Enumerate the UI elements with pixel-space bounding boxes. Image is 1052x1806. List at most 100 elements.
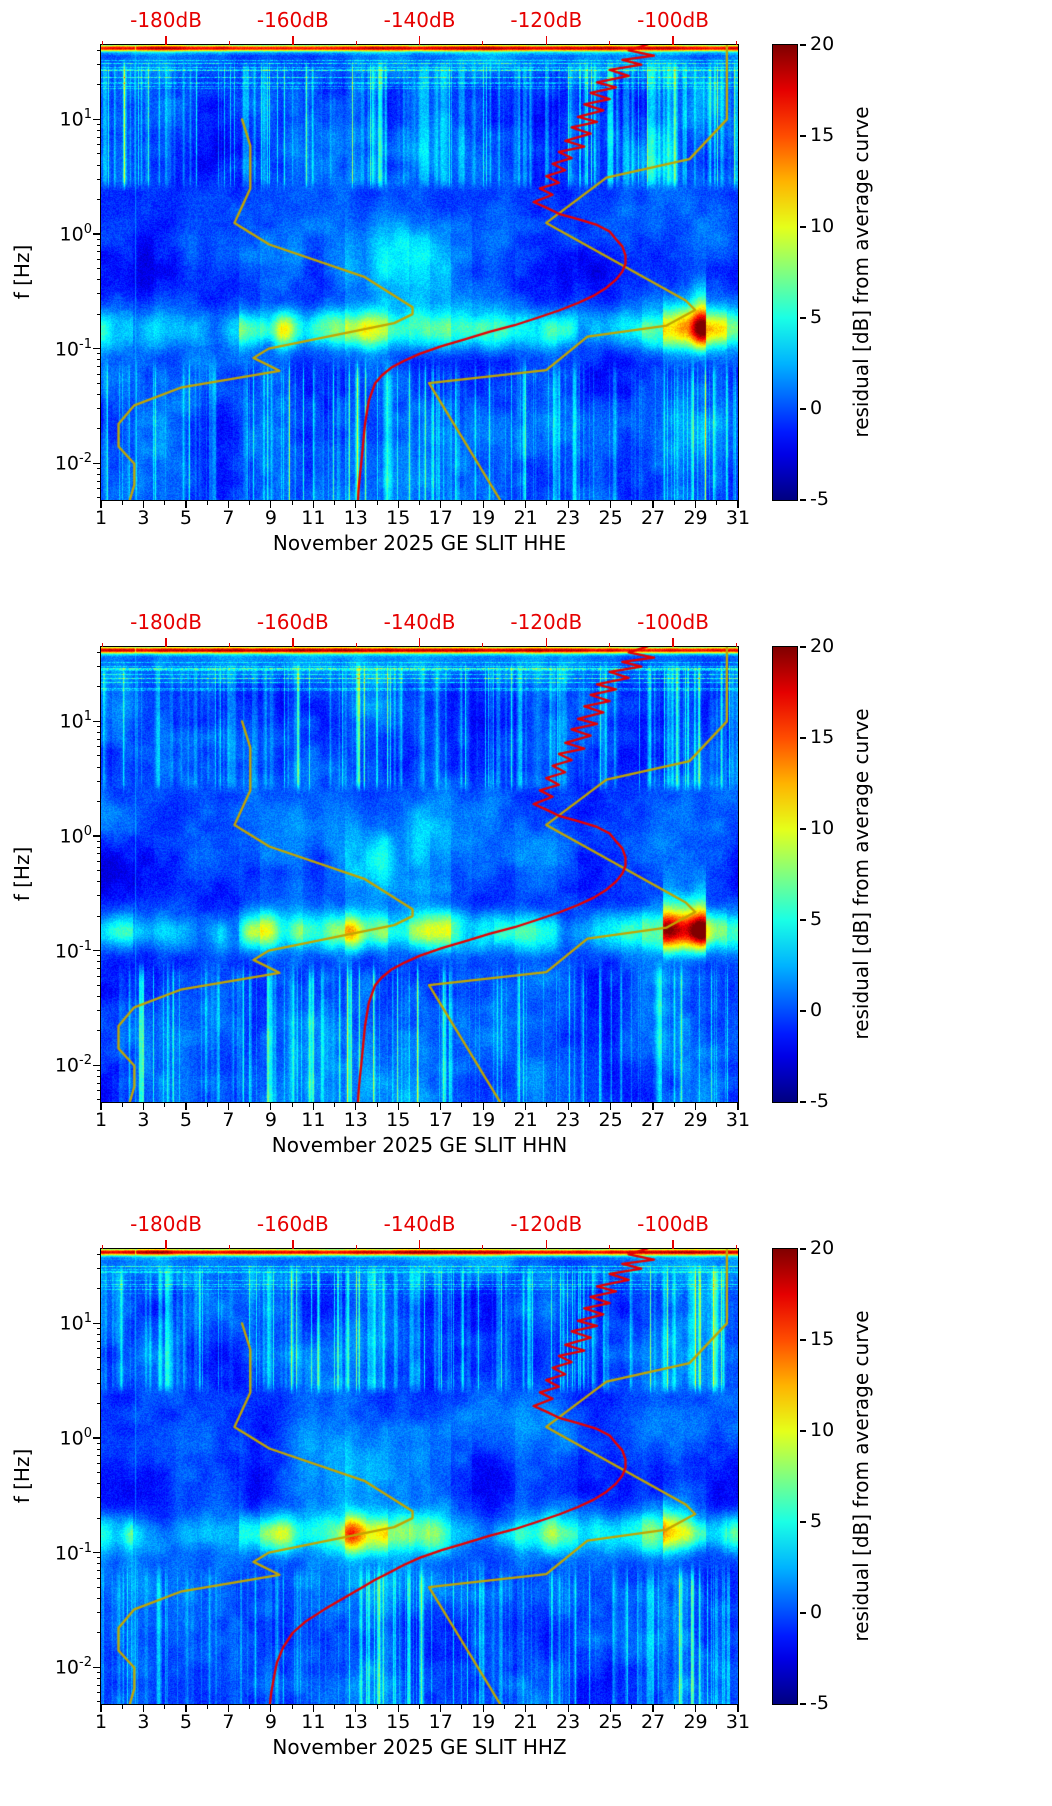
- y-minor-tick: [97, 975, 101, 977]
- x-tick: [737, 501, 739, 508]
- x-tick-label: 31: [725, 1109, 751, 1131]
- y-minor-tick: [97, 1701, 101, 1703]
- y-minor-tick: [97, 1677, 101, 1679]
- y-minor-tick: [97, 1403, 101, 1404]
- x-tick-label: 15: [386, 1109, 411, 1131]
- x-tick: [185, 1705, 187, 1712]
- y-minor-tick: [97, 995, 101, 997]
- colorbar-tick-label: 20: [810, 1237, 835, 1259]
- y-minor-tick: [97, 1348, 101, 1350]
- y-minor-tick: [97, 731, 101, 733]
- x-tick: [440, 1705, 442, 1712]
- colorbar-tick: [800, 1010, 806, 1012]
- x-minor-tick: [503, 1103, 505, 1107]
- top-axis-tick-label: -100dB: [637, 1212, 709, 1236]
- x-tick-label: 11: [301, 1711, 326, 1733]
- y-minor-tick: [97, 1692, 101, 1694]
- x-tick-label: 19: [471, 1711, 496, 1733]
- colorbar-tick-label: 0: [810, 397, 823, 419]
- spectrogram-canvas: [101, 647, 738, 1102]
- top-axis-tick: [165, 638, 167, 647]
- x-tick-label: 17: [428, 1109, 453, 1131]
- x-tick-label: 19: [471, 507, 496, 529]
- y-minor-tick: [97, 1090, 101, 1092]
- colorbar-tick: [800, 408, 806, 410]
- x-tick: [227, 501, 229, 508]
- top-axis-minor-tick: [482, 1245, 484, 1249]
- y-tick-label: 10-1: [54, 1540, 92, 1564]
- y-minor-tick: [97, 467, 101, 469]
- x-tick-label: 1: [94, 507, 108, 529]
- y-minor-tick: [97, 1288, 101, 1290]
- y-minor-tick: [97, 1069, 101, 1071]
- y-minor-tick: [97, 1382, 101, 1384]
- x-tick: [737, 1103, 739, 1110]
- top-axis-tick-label: -140dB: [383, 610, 456, 634]
- x-minor-tick: [164, 501, 166, 505]
- x-tick: [652, 1103, 654, 1110]
- top-axis-minor-tick: [355, 1245, 357, 1249]
- x-tick-label: 25: [598, 507, 623, 529]
- x-tick-label: 27: [640, 1109, 666, 1131]
- x-minor-tick: [291, 501, 293, 505]
- y-tick: [93, 1064, 101, 1066]
- x-minor-tick: [503, 501, 505, 505]
- y-tick: [93, 1552, 101, 1554]
- colorbar-tick: [800, 646, 806, 648]
- y-axis-label: f [Hz]: [10, 846, 34, 902]
- y-minor-tick: [97, 1268, 101, 1270]
- top-axis-minor-tick: [102, 643, 104, 647]
- top-axis-minor-tick: [355, 41, 357, 45]
- y-minor-tick: [97, 1075, 101, 1077]
- colorbar-tick-label: -5: [810, 488, 829, 510]
- x-tick-label: 7: [222, 507, 235, 529]
- y-tick: [93, 1666, 101, 1668]
- y-minor-tick: [97, 129, 101, 131]
- x-tick-label: 13: [343, 507, 368, 529]
- x-tick-label: 15: [386, 507, 411, 529]
- x-tick: [525, 1705, 527, 1712]
- y-tick-label: 101: [59, 1311, 92, 1335]
- x-minor-tick: [588, 501, 590, 505]
- top-axis-minor-tick: [228, 41, 230, 45]
- y-minor-tick: [97, 895, 101, 897]
- y-minor-tick: [97, 1010, 101, 1012]
- colorbar-tick-label: 0: [810, 999, 823, 1021]
- y-minor-tick: [97, 984, 101, 986]
- y-minor-tick: [97, 846, 101, 848]
- top-axis-minor-tick: [609, 1245, 611, 1249]
- top-axis-tick: [165, 36, 167, 45]
- colorbar-tick-label: 20: [810, 33, 835, 55]
- top-axis-tick: [672, 1240, 674, 1249]
- y-minor-tick: [97, 1557, 101, 1559]
- y-tick: [93, 118, 101, 120]
- x-minor-tick: [716, 501, 718, 505]
- x-tick-label: 25: [598, 1711, 623, 1733]
- x-minor-tick: [206, 1705, 208, 1709]
- y-minor-tick: [97, 1253, 101, 1255]
- y-minor-tick: [97, 497, 101, 499]
- x-minor-tick: [376, 1705, 378, 1709]
- y-minor-tick: [97, 780, 101, 782]
- colorbar-tick: [800, 1703, 806, 1705]
- x-minor-tick: [249, 1103, 251, 1107]
- colorbar-tick: [800, 44, 806, 46]
- x-tick: [185, 501, 187, 508]
- x-minor-tick: [334, 1705, 336, 1709]
- y-minor-tick: [97, 726, 101, 728]
- y-minor-tick: [97, 258, 101, 260]
- colorbar-tick-label: 15: [810, 1328, 835, 1350]
- x-minor-tick: [419, 1705, 420, 1709]
- y-minor-tick: [97, 480, 101, 482]
- top-axis-tick-label: -140dB: [383, 1212, 456, 1236]
- x-tick: [482, 1103, 484, 1110]
- colorbar-tick-label: -5: [810, 1090, 829, 1112]
- x-minor-tick: [716, 1103, 718, 1107]
- y-minor-tick: [97, 1455, 101, 1457]
- y-minor-tick: [97, 1612, 101, 1614]
- x-tick: [397, 1103, 399, 1110]
- x-tick: [652, 1705, 654, 1712]
- x-tick-label: 27: [640, 1711, 666, 1733]
- top-axis-minor-tick: [102, 1245, 104, 1249]
- x-tick: [312, 1103, 314, 1110]
